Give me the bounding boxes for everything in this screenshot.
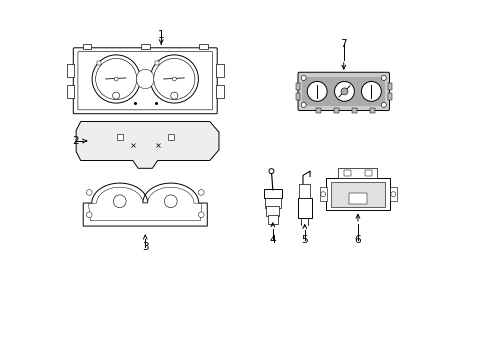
Circle shape xyxy=(390,192,395,197)
Bar xyxy=(199,44,207,49)
Bar xyxy=(387,93,391,100)
Bar xyxy=(316,108,321,113)
Text: 7: 7 xyxy=(340,39,346,49)
Circle shape xyxy=(301,102,305,107)
Bar xyxy=(66,64,74,77)
Bar xyxy=(295,93,300,100)
Circle shape xyxy=(86,190,92,195)
Circle shape xyxy=(381,76,386,80)
FancyBboxPatch shape xyxy=(297,72,388,111)
Circle shape xyxy=(306,81,326,101)
Circle shape xyxy=(381,102,386,107)
Bar xyxy=(325,178,389,210)
FancyBboxPatch shape xyxy=(73,48,217,114)
Circle shape xyxy=(334,81,354,101)
Circle shape xyxy=(150,55,198,103)
Circle shape xyxy=(198,190,203,195)
Ellipse shape xyxy=(136,69,154,89)
Bar xyxy=(343,170,350,176)
Polygon shape xyxy=(88,187,202,221)
Text: 2: 2 xyxy=(72,136,78,146)
Bar xyxy=(167,134,174,140)
Circle shape xyxy=(153,58,195,100)
Circle shape xyxy=(112,92,120,99)
Circle shape xyxy=(92,55,140,103)
Polygon shape xyxy=(83,183,207,226)
Bar xyxy=(264,189,281,198)
Bar xyxy=(267,215,277,224)
Bar xyxy=(66,85,74,98)
Bar xyxy=(333,108,339,113)
Text: 3: 3 xyxy=(142,242,148,252)
Bar xyxy=(348,193,366,204)
Bar xyxy=(319,187,326,201)
Bar xyxy=(295,82,300,90)
Bar xyxy=(141,44,149,49)
Polygon shape xyxy=(76,122,219,168)
Bar xyxy=(266,206,279,216)
Bar xyxy=(369,108,374,113)
Bar xyxy=(330,182,384,207)
Bar xyxy=(216,64,224,77)
FancyBboxPatch shape xyxy=(78,52,212,110)
Bar xyxy=(338,168,377,178)
Bar xyxy=(389,187,396,201)
Bar xyxy=(299,184,310,198)
Bar xyxy=(116,134,122,140)
Circle shape xyxy=(113,195,126,208)
Bar xyxy=(264,198,280,208)
Circle shape xyxy=(170,92,178,99)
Text: 1: 1 xyxy=(158,30,164,40)
Circle shape xyxy=(96,58,137,100)
Text: 5: 5 xyxy=(301,235,307,245)
Circle shape xyxy=(172,77,176,81)
Bar xyxy=(216,85,224,98)
Bar xyxy=(351,108,356,113)
Circle shape xyxy=(114,77,118,81)
Circle shape xyxy=(301,76,305,80)
Bar xyxy=(297,198,311,218)
Circle shape xyxy=(86,212,92,217)
Bar xyxy=(387,82,391,90)
Circle shape xyxy=(164,195,177,208)
Text: 6: 6 xyxy=(354,235,361,245)
Circle shape xyxy=(320,192,325,197)
Bar xyxy=(82,44,91,49)
Bar xyxy=(97,61,101,65)
Text: 4: 4 xyxy=(269,235,276,245)
Bar xyxy=(155,61,159,65)
Circle shape xyxy=(268,168,273,174)
Circle shape xyxy=(361,81,381,101)
Bar xyxy=(302,77,385,106)
Bar xyxy=(364,170,371,176)
Circle shape xyxy=(340,88,347,95)
Circle shape xyxy=(198,212,203,217)
